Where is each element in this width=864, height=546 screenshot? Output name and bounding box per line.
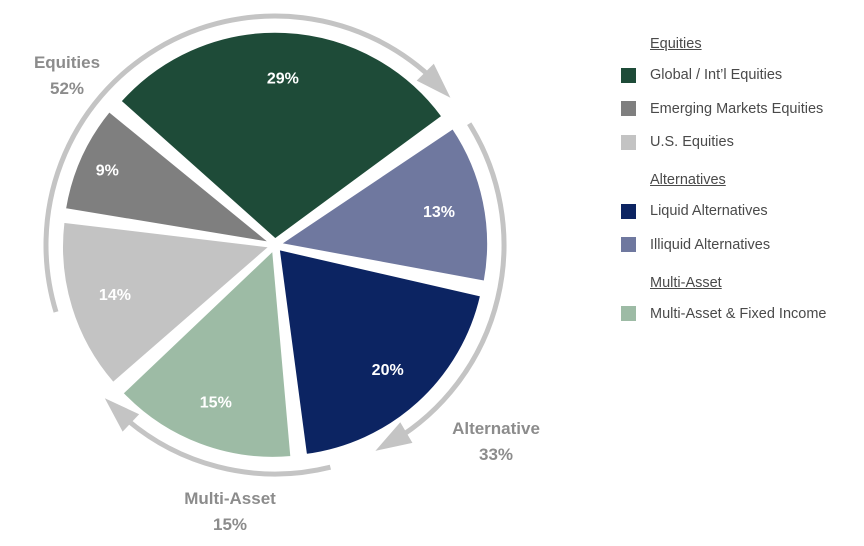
slice-emerging-markets-equities	[64, 110, 273, 244]
legend-label: Multi-Asset & Fixed Income	[650, 305, 827, 322]
group-value-equities: 52%	[50, 79, 84, 98]
slice-label-multi-asset-fixed-income: 15%	[200, 395, 232, 412]
legend-title-equities: Equities	[650, 36, 702, 52]
legend-swatch	[621, 101, 636, 116]
legend-label: U.S. Equities	[650, 134, 734, 150]
alternative-arrow-head	[375, 422, 413, 451]
slice-global-int-l-equities	[119, 31, 444, 240]
legend-item-u-s-equities: U.S. Equities	[621, 131, 861, 153]
legend-title-multi-asset: Multi-Asset	[650, 274, 722, 291]
slice-illiquid-alternatives	[278, 127, 489, 283]
legend-swatch	[621, 237, 636, 252]
legend-group-alternatives: Alternatives Liquid Alternatives Illiquid …	[621, 172, 861, 256]
legend-item-global-int-l-equities: Global / Int’l Equities	[621, 64, 861, 86]
legend-swatch	[621, 67, 636, 83]
legend-swatch	[621, 306, 636, 321]
legend-swatch	[621, 203, 636, 219]
slice-liquid-alternatives	[278, 248, 482, 456]
group-name-multi-asset: Multi-Asset	[184, 489, 276, 508]
legend-item-illiquid-alternatives: Illiquid Alternatives	[621, 234, 861, 256]
legend-group-equities: Equities Global / Int’l Equities Emerging …	[621, 36, 861, 153]
legend-label: Liquid Alternatives	[650, 203, 768, 219]
legend-label: Global / Int’l Equities	[650, 67, 783, 83]
legend-item-emerging-markets-equities: Emerging Markets Equities	[621, 98, 861, 120]
group-value-alternative: 33%	[479, 445, 513, 464]
legend-group-multi-asset: Multi-Asset Multi-Asset & Fixed Income	[621, 275, 861, 325]
slice-u-s-equities	[61, 221, 272, 384]
slice-label-illiquid-alternatives: 13%	[423, 204, 455, 221]
slice-multi-asset-fixed-income	[121, 248, 292, 459]
slice-label-emerging-markets-equities: 9%	[96, 162, 119, 179]
alternative-arrow	[391, 122, 507, 444]
legend-label: Illiquid Alternatives	[650, 236, 771, 253]
equities-arrow	[43, 13, 439, 313]
slice-label-global-int-l-equities: 29%	[267, 71, 299, 88]
legend-label: Emerging Markets Equities	[650, 100, 824, 117]
legend-title-alternatives: Alternatives	[650, 172, 726, 188]
legend: Equities Global / Int’l Equities Emerging …	[621, 36, 861, 344]
legend-item-liquid-alternatives: Liquid Alternatives	[621, 200, 861, 222]
multi-asset-arrow	[117, 410, 332, 477]
legend-item-multi-asset-fixed-income: Multi-Asset & Fixed Income	[621, 303, 861, 325]
group-name-equities: Equities	[34, 53, 100, 72]
slice-label-u-s-equities: 14%	[99, 287, 131, 304]
multi-asset-arrow-head	[104, 398, 140, 432]
group-value-multi-asset: 15%	[213, 515, 247, 534]
group-name-alternative: Alternative	[452, 419, 540, 438]
slice-label-liquid-alternatives: 20%	[372, 362, 404, 379]
equities-arrow-head	[416, 63, 451, 98]
legend-swatch	[621, 134, 636, 150]
